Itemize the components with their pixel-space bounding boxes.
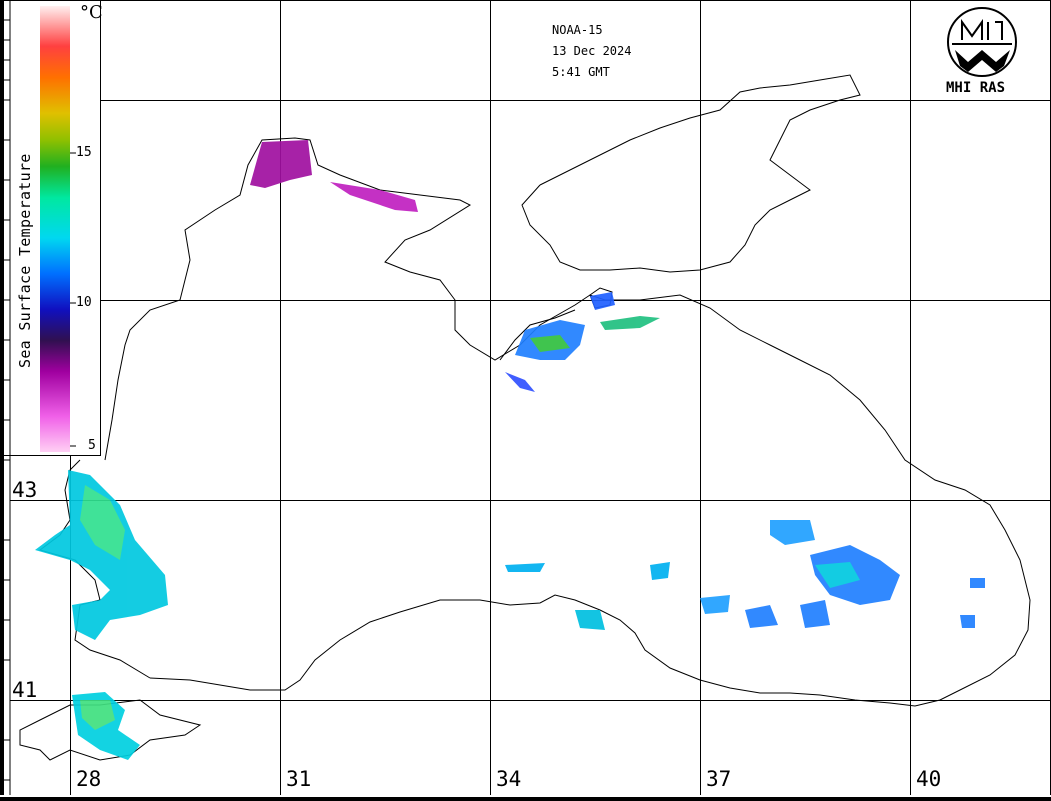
lon-label-37: 37 — [706, 767, 732, 791]
lon-label-34: 34 — [496, 767, 522, 791]
sst-patches — [35, 140, 985, 760]
lon-label-28: 28 — [76, 767, 102, 791]
lat-label-41: 41 — [12, 678, 38, 702]
bottom-scale — [0, 795, 1051, 801]
legend-colorbar — [40, 6, 70, 452]
left-scale-bar — [0, 0, 4, 797]
lat-label-43: 43 — [12, 478, 38, 502]
graticule — [10, 0, 1051, 797]
time-label: 5:41 GMT — [552, 65, 610, 79]
legend-title: Sea Surface Temperature — [16, 153, 34, 368]
legend-tick-10: 10 — [76, 295, 92, 310]
satellite-label: NOAA-15 — [552, 23, 603, 37]
coastline — [19, 74, 1031, 761]
lon-label-40: 40 — [916, 767, 942, 791]
date-label: 13 Dec 2024 — [552, 44, 632, 58]
legend-unit: °C — [80, 2, 103, 23]
mhi-logo-icon — [947, 7, 1017, 77]
logo-text: MHI RAS — [946, 80, 1006, 96]
legend-tick-15: 15 — [76, 145, 92, 160]
lon-label-31: 31 — [286, 767, 312, 791]
legend-tick-5: 5 — [88, 438, 96, 453]
legend-panel — [0, 0, 101, 456]
